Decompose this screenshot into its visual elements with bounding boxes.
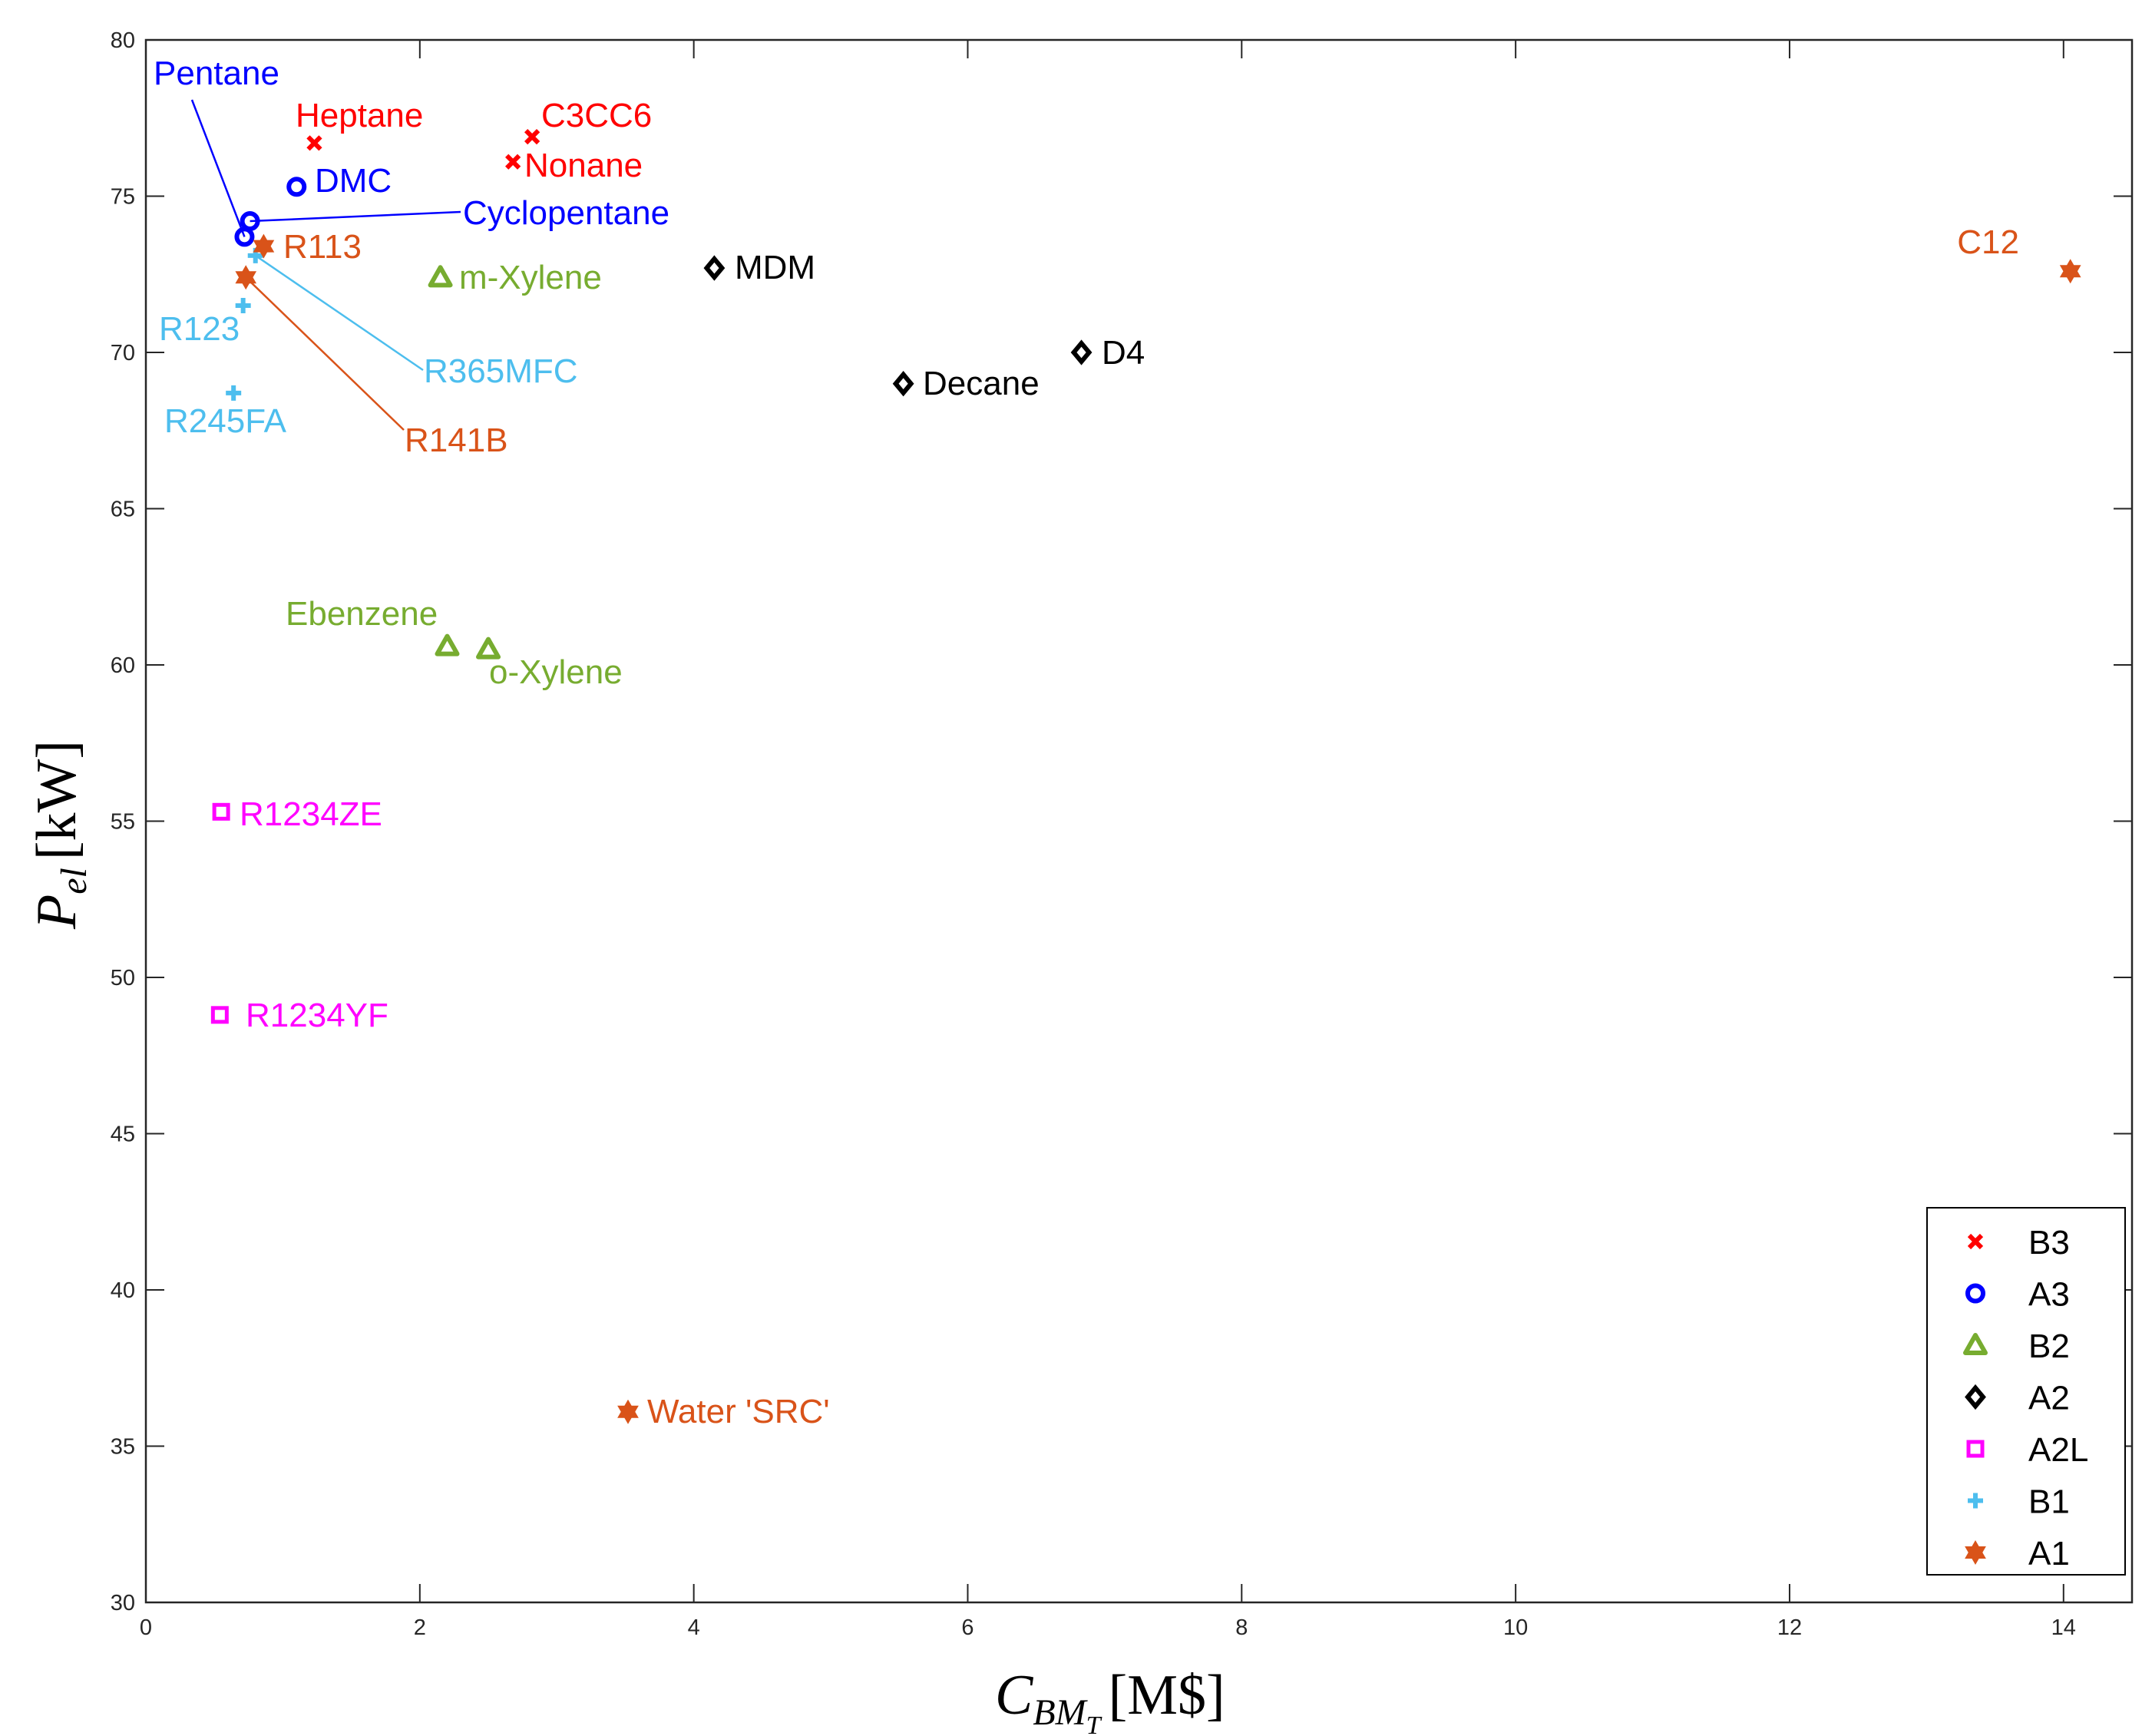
- marker-nonane: [505, 154, 521, 170]
- legend-marker-b3: [1967, 1233, 1984, 1250]
- marker-d4: [1070, 339, 1092, 365]
- marker-mdm: [703, 255, 726, 281]
- plot-area: [144, 38, 2134, 1604]
- marker-o-xylene: [476, 637, 501, 660]
- y-tick-label: 40: [111, 1278, 135, 1303]
- x-tick-label: 8: [1235, 1615, 1248, 1640]
- label-mdm: MDM: [735, 249, 815, 286]
- label-heptane: Heptane: [296, 97, 423, 134]
- leader-pentane: [190, 99, 246, 237]
- legend-marker-a1: [1965, 1540, 1986, 1565]
- x-tick-label: 12: [1777, 1615, 1802, 1640]
- marker-r113: [253, 233, 275, 259]
- y-tick-label: 45: [111, 1123, 135, 1147]
- marker-cyclopentane: [240, 211, 260, 232]
- leader-r365mfc: [255, 254, 424, 372]
- legend-label-a2l: A2L: [2028, 1431, 2088, 1469]
- legend-label-a1: A1: [2028, 1535, 2070, 1572]
- marker-water-src: [617, 1399, 639, 1424]
- leader-r141b: [245, 276, 405, 431]
- label-cyclopentane: Cyclopentane: [463, 194, 669, 232]
- marker-c12: [2059, 259, 2081, 284]
- marker-r1234yf: [210, 1006, 229, 1024]
- y-tick-label: 35: [111, 1435, 135, 1460]
- marker-ebenzene: [435, 633, 460, 656]
- label-r365mfc: R365MFC: [424, 352, 578, 390]
- y-tick-label: 60: [111, 653, 135, 678]
- x-tick-label: 2: [414, 1615, 426, 1640]
- label-r1234ze: R1234ZE: [240, 795, 382, 833]
- legend-marker-b1: [1968, 1493, 1983, 1509]
- leader-lines: [190, 99, 461, 431]
- label-nonane: Nonane: [524, 147, 643, 184]
- label-c12: C12: [1957, 223, 2019, 261]
- x-tick-label: 0: [140, 1615, 152, 1640]
- marker-decane: [892, 371, 914, 397]
- legend: B3 A3 B2 A2 A2L B1 A1: [1926, 1207, 2126, 1576]
- label-r123: R123: [159, 310, 240, 348]
- label-r141b: R141B: [405, 422, 508, 459]
- legend-label-b3: B3: [2028, 1224, 2070, 1261]
- axis-ticks: 0 2 4 6 8 10 12 14 30 35 40 45 50 55 60 65 70 75 80: [111, 28, 2132, 1640]
- legend-marker-a2l: [1966, 1440, 1985, 1458]
- legend-box: [1926, 1207, 2126, 1576]
- x-tick-label: 14: [2051, 1615, 2076, 1640]
- label-m-xylene: m-Xylene: [459, 259, 602, 296]
- marker-r123: [235, 297, 251, 313]
- legend-label-a2: A2: [2028, 1380, 2070, 1417]
- label-d4: D4: [1102, 334, 1145, 372]
- x-tick-label: 10: [1503, 1615, 1528, 1640]
- marker-m-xylene: [428, 265, 453, 288]
- legend-label-b2: B2: [2028, 1328, 2070, 1365]
- y-tick-label: 65: [111, 498, 135, 522]
- legend-marker-a2: [1965, 1384, 1986, 1410]
- label-pentane: Pentane: [154, 55, 279, 92]
- marker-dmc: [286, 177, 307, 197]
- y-tick-label: 75: [111, 185, 135, 210]
- legend-label-b1: B1: [2028, 1483, 2070, 1521]
- label-decane: Decane: [923, 365, 1040, 402]
- y-tick-label: 80: [111, 28, 135, 53]
- legend-label-a3: A3: [2028, 1276, 2070, 1314]
- y-tick-label: 55: [111, 810, 135, 835]
- y-tick-label: 50: [111, 966, 135, 990]
- data-markers: [210, 129, 2081, 1424]
- label-o-xylene: o-Xylene: [489, 653, 623, 691]
- leader-cyclopentane: [250, 210, 461, 223]
- marker-heptane: [306, 135, 322, 151]
- marker-r245fa: [226, 385, 242, 401]
- label-ebenzene: Ebenzene: [286, 595, 438, 633]
- label-r245fa: R245FA: [164, 402, 287, 440]
- x-tick-label: 6: [961, 1615, 973, 1640]
- legend-marker-a3: [1965, 1283, 1985, 1304]
- y-axis-label: Pel[kW]: [25, 740, 94, 930]
- marker-c3cc6: [524, 129, 540, 145]
- x-axis-label: CBMT [M$]: [995, 1664, 1225, 1736]
- label-r1234yf: R1234YF: [246, 997, 388, 1034]
- y-tick-label: 70: [111, 341, 135, 365]
- x-tick-label: 4: [688, 1615, 700, 1640]
- legend-marker-b2: [1963, 1333, 1988, 1355]
- label-c3cc6: C3CC6: [541, 97, 652, 134]
- y-tick-label: 30: [111, 1591, 135, 1615]
- point-labels: Heptane C3CC6 Nonane Pentane DMC Cyclopentane…: [154, 55, 2019, 1430]
- marker-r141b: [235, 265, 257, 290]
- label-dmc: DMC: [315, 162, 392, 200]
- marker-r1234ze: [212, 802, 230, 821]
- label-r113: R113: [283, 228, 362, 266]
- label-water-src: Water 'SRC': [647, 1393, 830, 1430]
